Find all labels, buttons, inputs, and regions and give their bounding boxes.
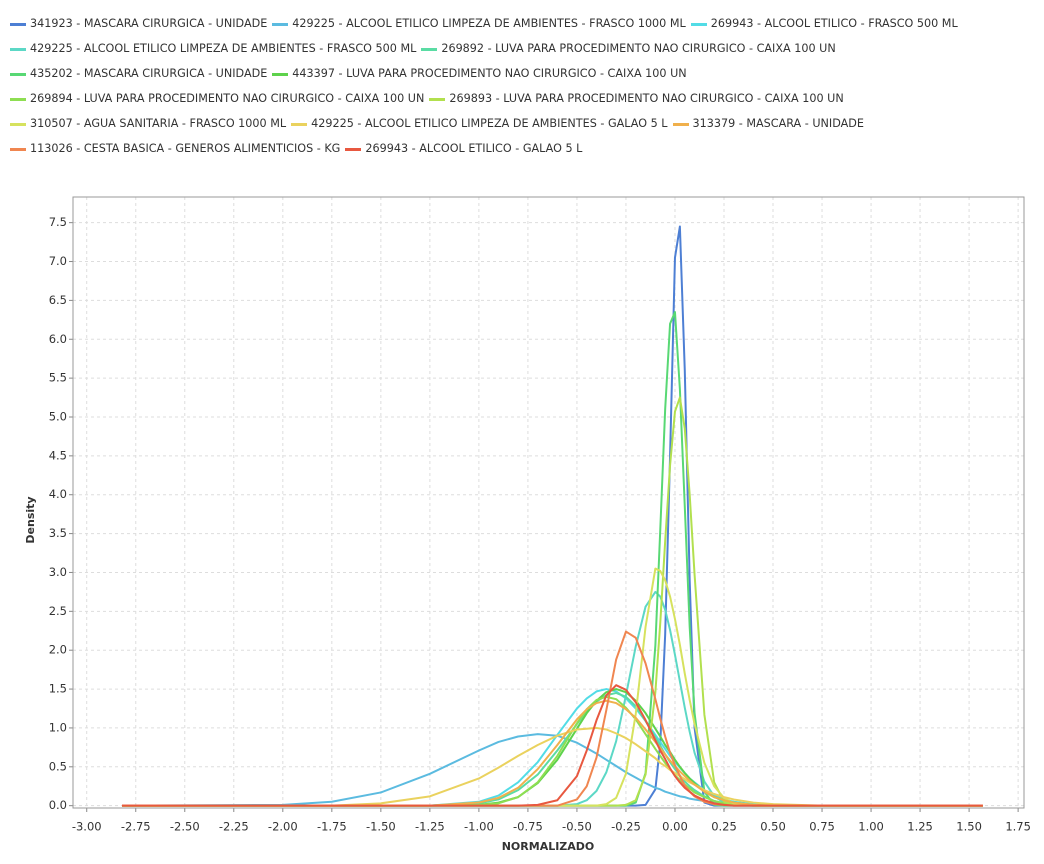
x-tick-label: -0.75 [513,820,543,834]
y-tick-label: 2.5 [49,604,67,618]
y-tick-label: 1.5 [49,682,67,696]
legend-label: 269893 - LUVA PARA PROCEDIMENTO NAO CIRU… [449,92,844,105]
plot-area [72,196,1025,809]
x-tick-label: -1.25 [415,820,445,834]
legend-swatch [345,147,362,151]
legend-swatch [10,47,26,51]
x-tick-label: 0.50 [760,820,786,834]
x-axis-label: NORMALIZADO [502,840,595,853]
legend-swatch [272,22,289,26]
x-tick-label: 1.00 [858,820,884,834]
y-tick-label: 1.0 [49,720,67,734]
y-tick-label: 7.5 [49,215,67,229]
x-tick-label: 1.25 [907,820,933,834]
y-tick-label: 0.5 [49,759,67,773]
legend-swatch [672,122,689,126]
legend-label: 269892 - LUVA PARA PROCEDIMENTO NAO CIRU… [441,42,836,55]
legend-item: 429225 - ALCOOL ETILICO LIMPEZA DE AMBIE… [272,11,686,36]
y-tick-label: 2.0 [49,643,67,657]
legend-swatch [272,72,289,76]
x-tick-label: -2.50 [170,820,200,834]
legend-swatch [10,72,26,76]
legend-swatch [421,47,438,51]
legend-item: 269943 - ALCOOL ETILICO - FRASCO 500 ML [690,11,958,36]
x-tick-label: 1.50 [956,820,982,834]
legend-label: 113026 - CESTA BASICA - GENEROS ALIMENTI… [30,142,341,155]
legend-label: 269943 - ALCOOL ETILICO - GALAO 5 L [365,142,583,155]
x-tick-label: -1.75 [317,820,347,834]
y-tick-label: 4.0 [49,487,67,501]
plot-area [72,196,1025,809]
legend-label: 443397 - LUVA PARA PROCEDIMENTO NAO CIRU… [292,67,687,80]
density-line [122,699,983,807]
y-tick-label: 5.0 [49,409,67,423]
legend-item: 269892 - LUVA PARA PROCEDIMENTO NAO CIRU… [421,36,836,61]
y-tick-label: 0.0 [49,798,67,812]
legend-item: 429225 - ALCOOL ETILICO LIMPEZA DE AMBIE… [10,36,416,61]
x-tick-label: 0.00 [662,820,688,834]
legend-item: 310507 - AGUA SANITARIA - FRASCO 1000 ML [10,111,286,136]
legend-label: 269894 - LUVA PARA PROCEDIMENTO NAO CIRU… [30,92,425,105]
legend-label: 313379 - MASCARA - UNIDADE [692,117,864,130]
legend-swatch [429,97,446,101]
legend-item: 341923 - MASCARA CIRURGICA - UNIDADE [10,11,267,36]
y-tick-label: 6.0 [49,332,67,346]
legend-item: 313379 - MASCARA - UNIDADE [672,111,864,136]
x-tick-label: -1.50 [366,820,396,834]
legend-label: 269943 - ALCOOL ETILICO - FRASCO 500 ML [710,17,958,30]
y-tick-label: 7.0 [49,254,67,268]
legend-item: 113026 - CESTA BASICA - GENEROS ALIMENTI… [10,136,340,161]
x-tick-label: -3.00 [72,820,102,834]
legend-label: 429225 - ALCOOL ETILICO LIMPEZA DE AMBIE… [311,117,668,130]
y-axis-label: Density [24,496,37,543]
legend-label: 429225 - ALCOOL ETILICO LIMPEZA DE AMBIE… [292,17,686,30]
x-tick-label: 1.75 [1005,820,1031,834]
legend-swatch [291,122,308,126]
legend: 341923 - MASCARA CIRURGICA - UNIDADE 4292… [10,11,1040,161]
x-tick-label: -0.25 [611,820,641,834]
x-tick-label: -2.25 [219,820,249,834]
legend-swatch [690,22,707,26]
legend-item: 435202 - MASCARA CIRURGICA - UNIDADE [10,61,267,86]
y-tick-label: 4.5 [49,448,67,462]
legend-swatch [10,97,26,101]
y-tick-label: 3.5 [49,526,67,540]
legend-item: 269893 - LUVA PARA PROCEDIMENTO NAO CIRU… [429,86,844,111]
legend-item: 443397 - LUVA PARA PROCEDIMENTO NAO CIRU… [272,61,687,86]
legend-item: 429225 - ALCOOL ETILICO LIMPEZA DE AMBIE… [291,111,668,136]
y-tick-label: 6.5 [49,293,67,307]
density-line [122,684,983,807]
legend-item: 269894 - LUVA PARA PROCEDIMENTO NAO CIRU… [10,86,424,111]
x-tick-label: 0.25 [711,820,737,834]
y-tick-label: 5.5 [49,371,67,385]
legend-label: 310507 - AGUA SANITARIA - FRASCO 1000 ML [30,117,287,130]
y-tick-label: 3.0 [49,565,67,579]
x-tick-label: -2.00 [268,820,298,834]
x-tick-label: -2.75 [121,820,151,834]
density-line [122,726,983,807]
legend-swatch [10,22,26,26]
x-tick-label: -0.50 [562,820,592,834]
legend-swatch [10,122,26,126]
legend-label: 435202 - MASCARA CIRURGICA - UNIDADE [30,67,268,80]
x-tick-label: -1.00 [464,820,494,834]
legend-swatch [10,147,26,151]
legend-label: 341923 - MASCARA CIRURGICA - UNIDADE [30,17,268,30]
x-tick-label: 0.75 [809,820,835,834]
legend-item: 269943 - ALCOOL ETILICO - GALAO 5 L [345,136,582,161]
legend-label: 429225 - ALCOOL ETILICO LIMPEZA DE AMBIE… [30,42,417,55]
